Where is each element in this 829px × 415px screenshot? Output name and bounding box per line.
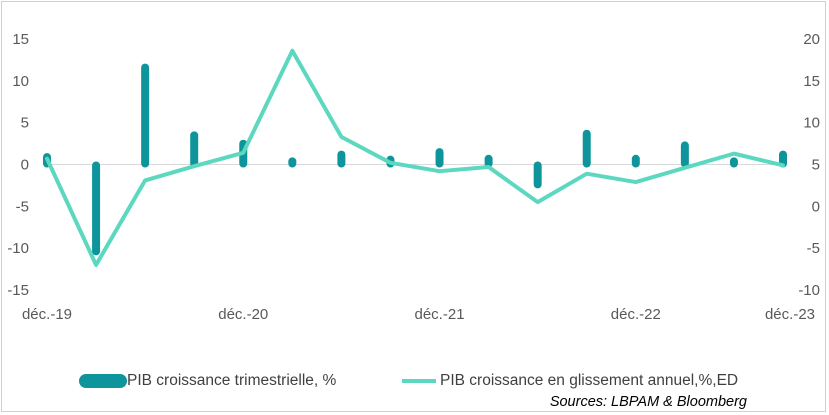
line-series [45, 48, 785, 267]
x-tick-label: déc.-22 [611, 306, 661, 323]
bar-2 [141, 63, 150, 168]
legend-swatch-line [402, 379, 436, 383]
bar-12 [631, 154, 640, 168]
bar-series [43, 63, 787, 256]
right-axis-ticks: 20 15 10 5 0 -5 -10 [798, 31, 820, 299]
source-note: Sources: LBPAM & Bloomberg [549, 394, 747, 410]
bar-8 [435, 148, 444, 168]
bar-11 [582, 129, 591, 168]
right-tick-label: 10 [803, 115, 820, 132]
x-tick-label: déc.-23 [765, 306, 815, 323]
x-tick-label: déc.-21 [415, 306, 465, 323]
x-tick-label: déc.-19 [22, 306, 72, 323]
left-tick-label: 10 [12, 73, 29, 90]
bar-9 [484, 154, 493, 168]
right-tick-label: 15 [803, 73, 820, 90]
x-axis-ticks: déc.-19 déc.-20 déc.-21 déc.-22 déc.-23 [22, 306, 815, 323]
x-tick-label: déc.-20 [218, 306, 268, 323]
legend-item-line: PIB croissance en glissement annuel,%,ED [402, 372, 738, 390]
right-tick-label: 5 [812, 157, 820, 174]
bar-10 [533, 161, 542, 189]
left-tick-label: -15 [7, 282, 29, 299]
left-tick-label: -5 [16, 198, 29, 215]
legend-item-bar: PIB croissance trimestrielle, % [79, 372, 336, 390]
right-tick-label: 0 [812, 198, 820, 215]
left-tick-label: 5 [21, 115, 29, 132]
bar-14 [729, 157, 738, 168]
legend: PIB croissance trimestrielle, % PIB croi… [0, 372, 829, 394]
left-tick-label: 15 [12, 31, 29, 48]
right-tick-label: -5 [807, 240, 820, 257]
bar-13 [680, 141, 689, 168]
right-tick-label: 20 [803, 31, 820, 48]
left-axis-ticks: 15 10 5 0 -5 -10 -15 [7, 31, 29, 299]
left-tick-label: -10 [7, 240, 29, 257]
legend-label-line: PIB croissance en glissement annuel,%,ED [440, 372, 739, 389]
bar-5 [288, 157, 297, 168]
legend-swatch-bar [79, 374, 127, 388]
left-tick-label: 0 [21, 157, 29, 174]
bar-3 [190, 131, 199, 168]
bar-6 [337, 150, 346, 168]
legend-label-bar: PIB croissance trimestrielle, % [127, 372, 337, 389]
right-tick-label: -10 [798, 282, 820, 299]
bar-1 [92, 161, 101, 256]
